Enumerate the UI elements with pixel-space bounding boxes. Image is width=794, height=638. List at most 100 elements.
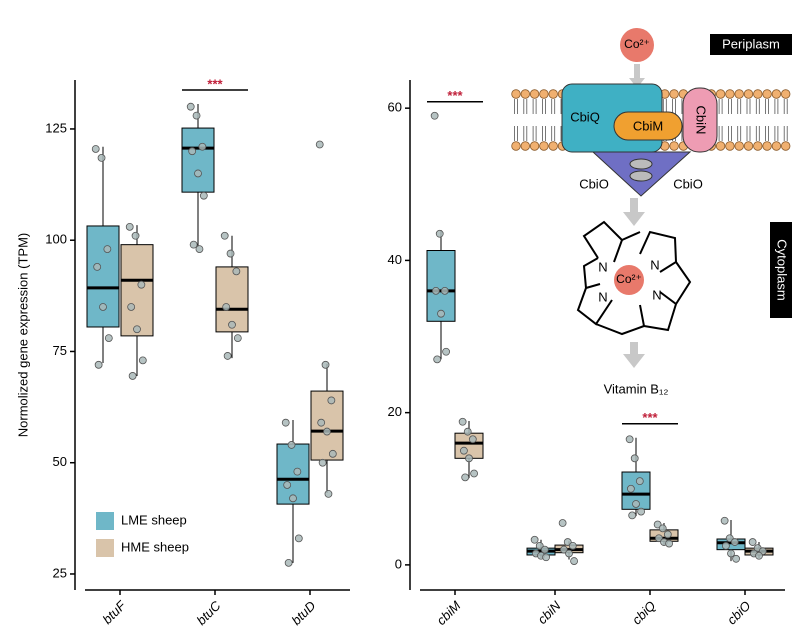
point	[315, 140, 324, 149]
cbio-port	[629, 158, 653, 170]
point	[625, 435, 634, 444]
x-tick-label: btuC	[194, 598, 224, 628]
point	[198, 142, 207, 151]
point	[628, 511, 637, 520]
point	[437, 309, 445, 318]
point	[199, 191, 208, 200]
point	[293, 467, 302, 476]
lipid-head	[669, 89, 679, 99]
point	[461, 473, 470, 482]
point	[627, 484, 635, 493]
porphyrin	[576, 220, 692, 336]
point	[435, 229, 444, 238]
cbin-shape	[682, 87, 718, 153]
lipid-head	[548, 141, 558, 151]
point	[530, 535, 539, 544]
ion-label: Co²⁺	[616, 272, 642, 286]
point	[663, 530, 672, 539]
lipid-head	[771, 89, 782, 99]
product-label: Vitamin B₁₂	[604, 381, 669, 396]
point	[725, 534, 734, 543]
point	[732, 554, 740, 563]
point	[195, 245, 204, 254]
point	[560, 545, 568, 554]
y-tick-label: 50	[53, 454, 67, 469]
lipid-head	[781, 141, 791, 151]
point	[440, 286, 449, 295]
legend-label: LME sheep	[121, 512, 187, 527]
point	[192, 111, 201, 120]
ion-circle	[614, 265, 644, 295]
point	[226, 249, 235, 258]
point	[463, 427, 472, 436]
point	[540, 545, 549, 554]
diagram: Co²⁺ Periplasm CbiN CbiQ CbiM CbiO CbiO …	[511, 28, 792, 396]
point	[565, 549, 573, 558]
point	[558, 519, 567, 527]
n-label: N	[650, 257, 659, 272]
point	[138, 356, 147, 365]
box	[310, 390, 344, 461]
lipid-head	[743, 89, 754, 99]
x-tick-label: btuF	[100, 597, 130, 627]
lipid-head	[781, 89, 791, 99]
n-label: N	[598, 259, 607, 274]
protein-label: CbiM	[633, 118, 663, 133]
point	[730, 538, 739, 546]
point	[432, 286, 440, 295]
point	[755, 551, 763, 560]
lipid-head	[520, 141, 531, 151]
lipid-head	[753, 89, 763, 99]
y-tick-label: 20	[388, 404, 402, 419]
lipid-head	[511, 89, 521, 99]
point	[655, 534, 663, 543]
y-tick-label: 25	[53, 565, 67, 580]
point	[186, 102, 195, 111]
lipid-head	[511, 141, 521, 151]
x-tick-label: btuD	[289, 598, 319, 628]
point	[465, 454, 473, 463]
x-tick-label: cbiM	[434, 598, 464, 628]
periplasm-label: Periplasm	[722, 36, 780, 51]
ion-label: Co²⁺	[624, 37, 650, 51]
y-tick-label: 75	[53, 343, 67, 358]
protein-label: CbiN	[694, 106, 709, 135]
point	[637, 507, 645, 516]
point	[317, 418, 326, 427]
lipid-head	[743, 141, 754, 151]
lipid-head	[734, 89, 744, 99]
point	[568, 541, 577, 550]
point	[535, 541, 544, 550]
x-tick-label: cbiN	[535, 598, 564, 627]
lipid-head	[734, 141, 744, 151]
significance-label: ***	[642, 410, 658, 425]
point	[430, 111, 439, 120]
point	[433, 355, 442, 364]
point	[720, 516, 729, 525]
lipid-head	[669, 141, 679, 151]
legend-swatch	[96, 512, 114, 530]
y-tick-label: 0	[395, 556, 402, 571]
point	[460, 446, 468, 455]
point	[630, 454, 639, 463]
box	[120, 244, 154, 337]
arrow-head	[623, 212, 645, 226]
point	[632, 500, 640, 508]
lipid-head	[529, 141, 540, 151]
y-axis-label: Normolized gene expression (TPM)	[15, 233, 30, 437]
box	[426, 250, 456, 322]
y-tick-label: 40	[388, 252, 402, 267]
point	[127, 303, 136, 311]
lipid-head	[520, 89, 531, 99]
point	[318, 458, 327, 467]
point	[99, 303, 107, 311]
cbim-shape	[613, 111, 683, 141]
arrow-head	[629, 78, 645, 88]
point	[635, 477, 644, 486]
point	[321, 360, 330, 369]
box	[86, 225, 120, 328]
point	[133, 325, 141, 334]
legend-swatch	[96, 539, 114, 557]
point	[570, 557, 578, 565]
